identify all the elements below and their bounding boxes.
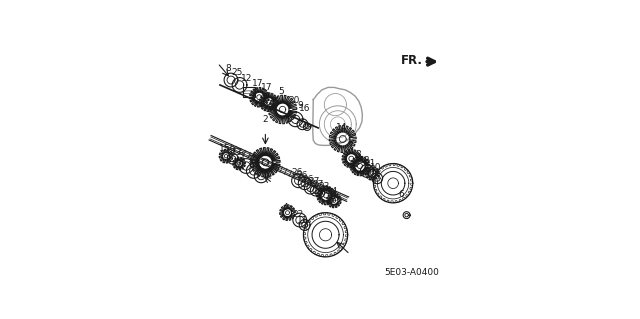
Text: 14: 14 (336, 123, 347, 132)
Text: 5E03-A0400: 5E03-A0400 (384, 268, 439, 277)
Text: 23: 23 (319, 182, 330, 191)
Text: 1: 1 (256, 160, 262, 168)
Text: 10: 10 (370, 163, 381, 172)
Text: 12: 12 (241, 74, 252, 83)
Text: 27: 27 (308, 177, 320, 186)
Text: 16: 16 (299, 104, 310, 113)
Text: 6: 6 (399, 190, 404, 199)
Text: 24: 24 (326, 187, 338, 196)
Text: 8: 8 (225, 64, 231, 73)
Text: 4: 4 (283, 203, 289, 212)
Text: 19: 19 (225, 145, 237, 154)
Text: 3: 3 (355, 151, 361, 160)
Text: 26: 26 (291, 168, 302, 177)
Text: 1: 1 (248, 155, 253, 164)
Text: 26: 26 (303, 174, 314, 183)
Text: 15: 15 (219, 144, 230, 153)
Text: 13: 13 (232, 148, 243, 157)
Text: FR.: FR. (401, 54, 422, 67)
Text: 22: 22 (292, 210, 303, 219)
Text: 5: 5 (278, 86, 284, 96)
Text: 17: 17 (252, 79, 263, 88)
Text: 18: 18 (359, 156, 371, 165)
Text: 25: 25 (231, 68, 243, 77)
Text: 27: 27 (312, 180, 324, 189)
Text: 20: 20 (288, 96, 300, 105)
Text: 17: 17 (261, 83, 273, 92)
Text: 9: 9 (297, 101, 303, 110)
Text: 2: 2 (262, 115, 268, 124)
Text: 21: 21 (365, 159, 376, 168)
Text: 26: 26 (297, 171, 308, 180)
Bar (243, 87, 255, 97)
Text: 7: 7 (348, 142, 353, 151)
Text: 1: 1 (241, 152, 246, 161)
Text: 11: 11 (297, 216, 308, 225)
